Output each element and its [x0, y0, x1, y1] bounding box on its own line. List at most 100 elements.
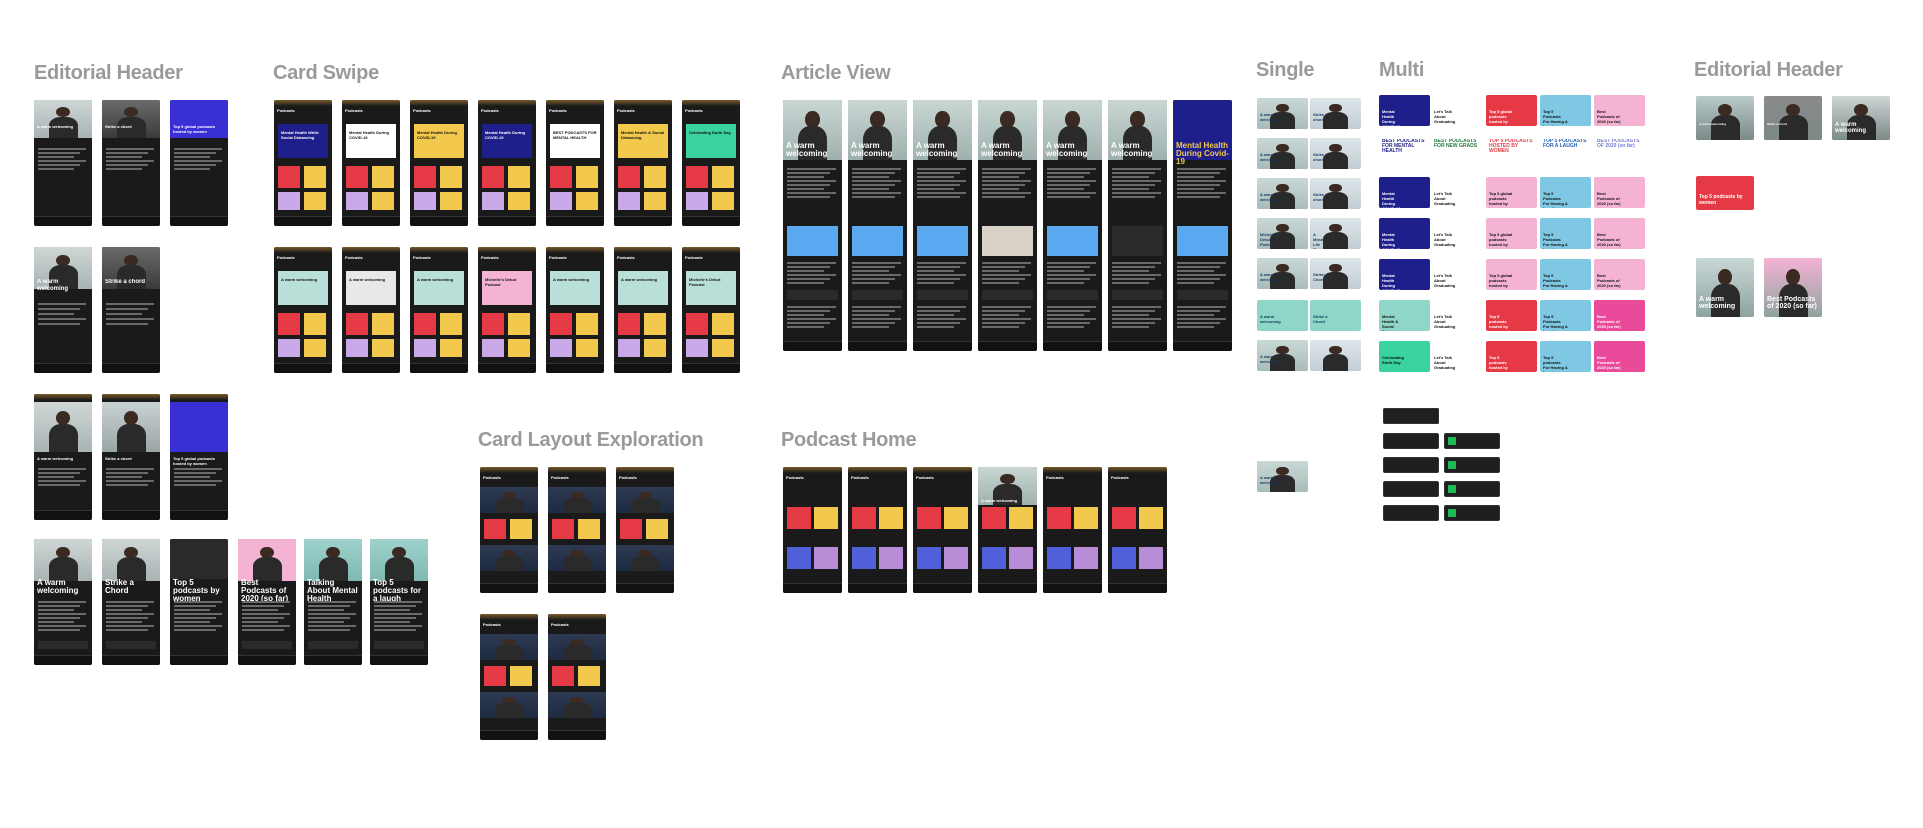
card-swipe-frame: Podcasts Celebrating Earth Day	[682, 100, 740, 226]
text-line	[38, 323, 80, 325]
text-line	[1177, 278, 1220, 280]
podcast-tile	[917, 507, 941, 529]
hero-image	[170, 539, 228, 579]
editorial-header-card: A warm welcoming	[1832, 96, 1890, 140]
frame-caption: Best Podcasts of 2020 (so far)	[1597, 232, 1621, 247]
text-line	[982, 326, 1019, 328]
frame-header: Podcasts	[481, 255, 499, 260]
text-line	[38, 476, 74, 478]
multi-card: TOP 5 PODCASTS HOSTED BY WOMEN	[1486, 136, 1537, 167]
text-line	[308, 609, 344, 611]
text-line	[106, 152, 148, 154]
portrait-image	[1696, 258, 1754, 317]
person-head	[1329, 183, 1342, 193]
status-bar	[913, 467, 972, 473]
text-line	[174, 476, 210, 478]
text-line	[38, 152, 80, 154]
editorial-header-frame: Top 5 global podcasts hosted by women	[170, 394, 228, 520]
text-line	[982, 318, 1031, 320]
person-body	[1269, 151, 1296, 169]
single-card: A warm welcoming	[1257, 178, 1308, 209]
portrait-image	[1257, 138, 1308, 169]
text-line	[1047, 188, 1084, 190]
text-line	[1177, 176, 1214, 178]
portrait-image	[616, 545, 674, 571]
frame-header: Podcasts	[549, 255, 567, 260]
bottom-nav	[913, 583, 972, 593]
podcast-tile	[414, 313, 436, 335]
frame-caption: A warm welcoming	[1260, 314, 1281, 324]
text-line	[106, 609, 142, 611]
person-head	[124, 254, 138, 267]
frame-caption: Mental Health During Covid-19	[1176, 142, 1229, 166]
podcast-tile	[1139, 507, 1163, 529]
frame-header: Podcasts	[685, 108, 703, 113]
text-line	[1177, 188, 1214, 190]
podcast-tile	[510, 666, 532, 686]
frame-caption: Let's Talk About Graduating	[1434, 355, 1456, 370]
card-layout-frame: Podcasts	[480, 614, 538, 740]
status-bar	[682, 247, 740, 253]
status-bar	[614, 247, 672, 253]
person-body	[562, 498, 592, 513]
frame-caption: A warm welcoming	[621, 277, 658, 282]
frame-header: Podcasts	[413, 108, 431, 113]
portrait-image	[1257, 218, 1308, 249]
frame-caption: A warm welcoming	[349, 277, 386, 282]
person-head	[502, 696, 516, 704]
text-line	[38, 148, 86, 150]
frame-header: Podcasts	[345, 108, 363, 113]
frame-caption: A warm welcoming	[1260, 192, 1281, 202]
text-line	[1177, 326, 1214, 328]
spotify-badge	[1448, 485, 1456, 493]
person-body	[1710, 115, 1740, 140]
text-line	[917, 282, 954, 284]
text-line	[852, 192, 901, 194]
text-line	[787, 168, 836, 170]
text-line	[982, 306, 1031, 308]
frame-caption: Top 5 podcasts for a laugh	[373, 579, 422, 603]
podcast-home-frame: Podcasts	[783, 467, 842, 593]
person-body	[116, 424, 146, 452]
person-head	[124, 106, 138, 118]
text-line	[852, 274, 901, 276]
person-body	[1269, 271, 1296, 289]
multi-card: Top 5 Podcasts For Having A Laugh	[1540, 300, 1591, 331]
status-bar	[682, 100, 740, 106]
frame-caption: Michelle's Debut Podcast	[689, 277, 721, 287]
text-line	[1047, 168, 1096, 170]
bottom-nav	[848, 583, 907, 593]
frame-caption: Top 5 Podcasts For Having A Laugh	[1543, 109, 1568, 126]
feature-card: BEST PODCASTS FOR MENTAL HEALTH	[550, 124, 600, 158]
person-head	[1276, 103, 1289, 113]
podcast-tile	[1047, 507, 1071, 529]
portrait-image	[1764, 258, 1822, 317]
podcast-tile	[814, 547, 838, 569]
text-line	[787, 322, 830, 324]
person-head	[1786, 103, 1800, 117]
text-line	[38, 318, 86, 320]
feature-card: Mental Health During COVID-19	[482, 124, 532, 158]
person-head	[1276, 183, 1289, 193]
text-line	[1047, 196, 1090, 198]
feature-card: A warm welcoming	[346, 271, 396, 305]
editorial-header-frame: Strike a chord	[102, 394, 160, 520]
podcast-tile	[618, 339, 640, 357]
text-line	[38, 605, 80, 607]
person-head	[1329, 103, 1342, 113]
status-bar	[410, 100, 468, 106]
person-body	[48, 424, 78, 452]
spotify-badge	[1448, 437, 1456, 445]
multi-card: Celebrating Earth Day	[1379, 341, 1430, 372]
text-line	[106, 148, 154, 150]
audio-card	[242, 641, 292, 649]
person-head	[392, 546, 406, 559]
text-line	[787, 306, 836, 308]
text-line	[852, 306, 901, 308]
portrait-image	[1257, 340, 1308, 371]
podcast-tile	[414, 166, 436, 188]
person-head	[502, 638, 516, 646]
text-line	[1177, 306, 1226, 308]
frame-caption: Strike a chord	[1313, 192, 1328, 202]
